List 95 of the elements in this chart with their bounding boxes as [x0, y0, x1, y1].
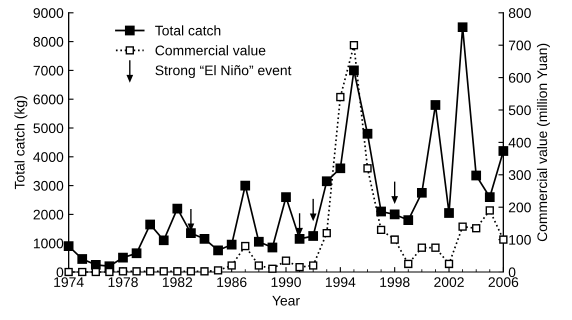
x-tick-label: 1994 — [326, 277, 356, 288]
y2-tick-label: 700 — [508, 40, 531, 50]
point — [172, 204, 182, 214]
point — [471, 170, 482, 180]
legend-label: Commercial value — [156, 45, 266, 56]
point — [336, 92, 345, 102]
y-tick-label: 3000 — [33, 180, 64, 191]
x-tick-label: 1986 — [217, 277, 246, 288]
y2-tick-label: 0 — [508, 267, 516, 278]
x-tick-label: 1990 — [272, 277, 301, 288]
x-axis-title: Year — [272, 296, 300, 306]
point — [362, 128, 372, 139]
y-tick-label: 1000 — [34, 238, 64, 248]
point — [322, 176, 332, 186]
point — [322, 228, 331, 238]
point — [403, 215, 414, 226]
point — [282, 256, 290, 265]
point — [268, 242, 278, 252]
point — [213, 246, 223, 256]
point — [309, 261, 318, 270]
point — [132, 267, 141, 276]
point — [227, 261, 236, 270]
point — [146, 267, 154, 276]
point — [78, 268, 86, 276]
point — [241, 242, 250, 250]
point — [158, 235, 169, 246]
point — [472, 224, 480, 232]
point — [308, 231, 318, 241]
point — [294, 234, 304, 244]
point — [254, 236, 264, 247]
point — [484, 192, 495, 202]
y-tick-label: 4000 — [33, 152, 64, 162]
point — [416, 188, 427, 198]
point — [214, 266, 222, 275]
y2-tick-label: 300 — [508, 170, 531, 180]
y2-tick-label: 200 — [508, 202, 531, 212]
point — [486, 206, 494, 215]
point — [64, 241, 74, 251]
point — [350, 41, 358, 50]
point — [118, 252, 128, 262]
point — [363, 164, 372, 172]
y2-tick-label: 100 — [509, 234, 531, 245]
x-tick-label: 2006 — [488, 277, 518, 288]
point — [376, 226, 386, 234]
x-tick-label: 1982 — [162, 277, 192, 288]
point — [132, 248, 142, 258]
y-tick-label: 8000 — [33, 36, 64, 47]
y-tick-label: 9000 — [34, 8, 64, 18]
y2-tick-label: 800 — [508, 8, 531, 18]
y2-tick-label: 400 — [508, 138, 531, 148]
point — [295, 262, 304, 272]
x-tick-label: 1978 — [108, 277, 138, 288]
y-axis-title: Total catch (kg) — [14, 96, 28, 190]
point — [390, 210, 400, 220]
point — [431, 244, 440, 252]
y-tick-label: 6000 — [34, 94, 64, 104]
legend-label: Total catch — [155, 25, 220, 36]
point — [160, 267, 168, 276]
y2-axis-title: Commercial value (million Yuan) — [536, 44, 550, 242]
point — [376, 206, 386, 216]
y-tick-label: 2000 — [34, 210, 64, 220]
point — [498, 146, 508, 156]
point — [186, 267, 196, 276]
point — [200, 234, 210, 244]
point — [390, 235, 399, 244]
point — [77, 254, 88, 264]
point — [458, 22, 468, 32]
point — [118, 267, 128, 276]
y-tick-label: 5000 — [33, 123, 64, 134]
x-tick-label: 2002 — [434, 277, 464, 288]
y-tick-label: 0 — [56, 267, 64, 278]
y2-tick-label: 500 — [508, 105, 531, 116]
point — [335, 163, 346, 174]
point — [499, 235, 508, 244]
point — [349, 66, 359, 76]
point — [430, 100, 440, 110]
x-tick-label: 1998 — [380, 277, 410, 288]
point — [418, 244, 426, 252]
point — [145, 220, 156, 230]
y2-tick-label: 600 — [508, 72, 531, 83]
point — [444, 260, 454, 268]
point — [226, 240, 237, 250]
point — [173, 267, 182, 276]
legend-label: Strong “El Niño” event — [155, 65, 292, 78]
point — [404, 260, 412, 268]
point — [281, 192, 291, 202]
point — [444, 208, 454, 218]
point — [268, 264, 277, 273]
y-tick-label: 7000 — [34, 66, 64, 76]
point — [186, 228, 196, 238]
x-tick-label: 1974 — [54, 277, 84, 288]
point — [240, 180, 250, 190]
point — [200, 267, 209, 276]
point — [458, 222, 467, 231]
point — [254, 261, 263, 270]
